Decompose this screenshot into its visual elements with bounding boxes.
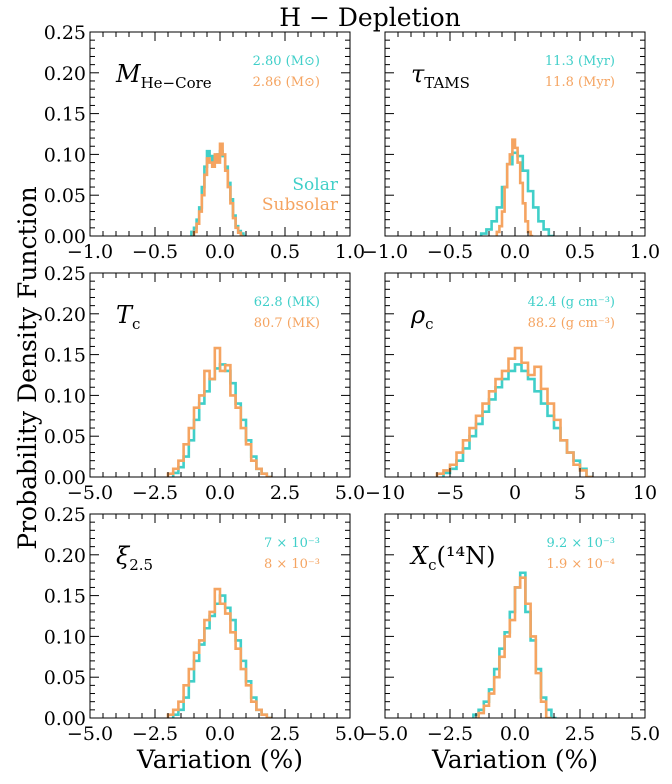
annotation-solar: 2.80 (M⊙) [253, 54, 320, 69]
series-subsolar [495, 138, 534, 236]
x-tick-label: 10 [633, 482, 657, 504]
panel-label: Xc(¹⁴N) [409, 542, 495, 574]
x-tick-label: 5.0 [335, 482, 365, 504]
y-tick-label: 0.05 [44, 185, 86, 207]
y-tick-label: 0.20 [44, 63, 86, 85]
series-subsolar [477, 576, 552, 718]
x-tick-label: −0.5 [132, 241, 178, 263]
panel-label: τTAMS [411, 60, 470, 92]
y-tick-label: 0.10 [44, 626, 86, 648]
x-tick-label: 2.5 [270, 723, 300, 745]
legend-solar: Solar [292, 175, 338, 195]
series-subsolar [166, 587, 272, 718]
x-tick-label: 0.5 [565, 241, 595, 263]
panel-rho-c: −10 −5 0 5 10 ρc 42.4 (g cm⁻³) 88.2 (g cm⁻³) [365, 272, 657, 504]
series-solar [442, 363, 593, 477]
x-tick-label: −2.5 [132, 482, 178, 504]
panel-t-c: 0.00 0.05 0.10 0.15 0.20 0.25 −5.0 −2.5 0.0 2.5 5.… [44, 263, 365, 504]
x-tick-label: −0.5 [427, 241, 473, 263]
panel-x-c-14n-: −5.0 −2.5 0.0 2.5 5.0 Xc(¹⁴N) 9.2 × 10⁻³ 1.9 × … [362, 513, 660, 745]
y-tick-label: 0.20 [44, 304, 86, 326]
x-tick-label: −1.0 [67, 241, 113, 263]
x-axis-label-left: Variation (%) [136, 745, 303, 774]
x-tick-label: 1.0 [335, 241, 365, 263]
annotation-solar: 7 × 10⁻³ [264, 536, 320, 551]
x-tick-label: 2.5 [565, 723, 595, 745]
x-tick-label: 0.0 [205, 241, 235, 263]
series-solar [171, 594, 272, 718]
x-tick-label: −2.5 [427, 723, 473, 745]
x-axis-label-right: Variation (%) [431, 745, 598, 774]
y-tick-label: 0.15 [44, 586, 86, 608]
annotation-solar: 11.3 (Myr) [545, 54, 615, 69]
panel-label: MHe−Core [115, 60, 212, 92]
annotation-subsolar: 2.86 (M⊙) [253, 75, 320, 90]
y-tick-label: 0.25 [44, 504, 86, 526]
series-solar [479, 151, 554, 236]
series-subsolar [192, 142, 244, 236]
x-tick-label: 0.0 [500, 241, 530, 263]
series-subsolar [166, 346, 272, 477]
figure-title: H − Depletion [279, 3, 460, 32]
y-tick-label: 0.00 [44, 708, 86, 730]
y-tick-label: 0.05 [44, 667, 86, 689]
x-tick-label: −1.0 [362, 241, 408, 263]
annotation-subsolar: 11.8 (Myr) [545, 75, 615, 90]
x-tick-label: −10 [365, 482, 405, 504]
y-tick-label: 0.15 [44, 345, 86, 367]
annotation-subsolar: 88.2 (g cm⁻³) [528, 316, 615, 331]
annotation-subsolar: 8 × 10⁻³ [264, 557, 320, 572]
panels: 0.000.050.100.150.200.25−1.0 −0.5 0.0 0.5 1.… [44, 22, 660, 745]
x-tick-label: 0 [509, 482, 521, 504]
annotation-solar: 62.8 (MK) [254, 295, 320, 310]
annotation-subsolar: 80.7 (MK) [254, 316, 320, 331]
annotation-solar: 42.4 (g cm⁻³) [528, 295, 615, 310]
x-tick-label: 5 [574, 482, 586, 504]
x-tick-label: −5.0 [67, 482, 113, 504]
annotation-solar: 9.2 × 10⁻³ [547, 536, 615, 551]
panel-label: ξ2.5 [116, 542, 153, 574]
y-tick-label: 0.00 [44, 226, 86, 248]
x-tick-label: 1.0 [630, 241, 660, 263]
y-tick-label: 0.00 [44, 467, 86, 489]
y-axis-label: Probability Density Function [13, 186, 42, 549]
series-subsolar [435, 346, 593, 477]
annotation-subsolar: 1.9 × 10⁻⁴ [547, 557, 615, 572]
panel-tau-tams: −1.0 −0.5 0.0 0.5 1.0 τTAMS 11.3 (Myr) 11.8 (My… [362, 31, 660, 263]
x-tick-label: 2.5 [270, 482, 300, 504]
y-tick-label: 0.25 [44, 263, 86, 285]
x-tick-label: 5.0 [335, 723, 365, 745]
y-tick-label: 0.05 [44, 426, 86, 448]
x-tick-label: 0.0 [205, 482, 235, 504]
x-tick-label: 0.0 [500, 723, 530, 745]
panel-label: Tc [116, 301, 140, 333]
y-tick-label: 0.20 [44, 545, 86, 567]
y-tick-label: 0.15 [44, 104, 86, 126]
legend-subsolar: Subsolar [262, 195, 339, 215]
x-tick-label: 5.0 [630, 723, 660, 745]
x-tick-label: 0.0 [205, 723, 235, 745]
x-tick-label: 0.5 [270, 241, 300, 263]
x-tick-label: −2.5 [132, 723, 178, 745]
y-tick-label: 0.10 [44, 385, 86, 407]
y-tick-label: 0.25 [44, 22, 86, 44]
y-tick-label: 0.10 [44, 144, 86, 166]
panel-label: ρc [410, 301, 434, 333]
panel-m-he-core: 0.00 0.05 0.10 0.15 0.20 0.25 −1.0 −0.5 0.0 0.5 1.… [44, 22, 365, 263]
panel-xi-2-5: 0.00 0.05 0.10 0.15 0.20 0.25 −5.0 −2.5 0.0 2.5 5.… [44, 504, 365, 745]
x-tick-label: −5 [436, 482, 464, 504]
x-tick-label: −5.0 [362, 723, 408, 745]
x-tick-label: −5.0 [67, 723, 113, 745]
